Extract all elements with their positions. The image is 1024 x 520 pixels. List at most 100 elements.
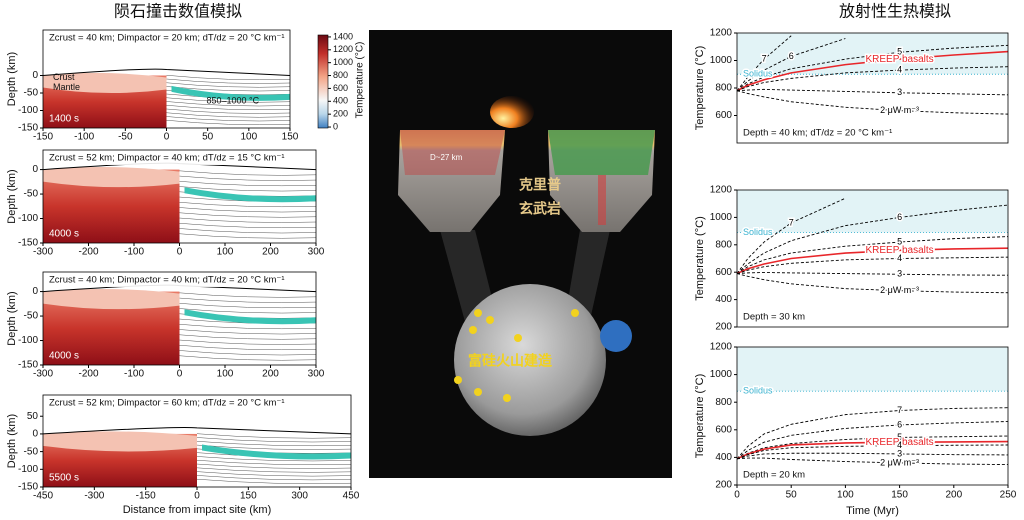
- y-tick-label: 1000: [710, 369, 733, 380]
- series-line: [737, 457, 1008, 466]
- flow-line: [179, 233, 316, 239]
- x-tick-label: -100: [124, 369, 144, 380]
- flow-line: [179, 334, 316, 340]
- flow-line: [166, 112, 290, 118]
- x-tick-label: -200: [78, 369, 98, 380]
- series-line: [737, 204, 1008, 274]
- isotherm-band: [184, 187, 316, 203]
- y-tick-label: -100: [18, 464, 38, 475]
- plot-area: [737, 33, 1008, 115]
- x-tick-label: -100: [74, 132, 94, 143]
- x-tick-label: 100: [837, 490, 854, 501]
- series-label: 3: [897, 448, 902, 458]
- series-line: [737, 256, 1008, 274]
- x-tick-label: -300: [33, 369, 53, 380]
- y-tick-label: -150: [18, 482, 38, 493]
- y-tick-label: 800: [715, 239, 732, 250]
- colorbar-tick-label: 1400: [333, 31, 353, 41]
- flow-line: [166, 116, 290, 122]
- x-tick-label: 200: [262, 369, 279, 380]
- light-cone: [565, 230, 610, 320]
- time-label: 4000 s: [49, 351, 79, 362]
- x-tick-label: 0: [177, 369, 183, 380]
- y-tick-label: -50: [24, 446, 39, 457]
- x-axis-label: Time (Myr): [846, 505, 899, 517]
- series-label: 7: [762, 54, 767, 64]
- flow-line: [179, 345, 316, 351]
- flow-line: [196, 467, 351, 473]
- x-tick-label: -200: [78, 247, 98, 258]
- y-tick-label: 200: [715, 480, 732, 491]
- y-tick-label: -100: [18, 335, 38, 346]
- isotherm-band: [202, 444, 351, 460]
- y-axis-label: Depth (km): [6, 169, 18, 223]
- colorbar-label: Temperature (°C): [355, 42, 366, 119]
- flow-line: [166, 108, 290, 114]
- series-label: 7: [789, 217, 794, 227]
- x-tick-label: 250: [1000, 490, 1017, 501]
- flow-line: [166, 120, 290, 125]
- series-line: [737, 407, 1008, 460]
- simulation-field: [43, 30, 290, 128]
- flow-line: [166, 82, 290, 88]
- flow-line: [179, 308, 316, 314]
- series-label: 2 μW m⁻³: [880, 105, 919, 115]
- caption: Zcrust = 52 km; Dimpactor = 60 km; dT/dz…: [49, 398, 285, 409]
- y-tick-label: 0: [32, 429, 38, 440]
- crust-block: [398, 130, 505, 232]
- supersolidus-region: [737, 33, 1008, 75]
- x-tick-label: 0: [194, 491, 200, 502]
- series-line: [737, 50, 1008, 92]
- flow-line: [179, 175, 316, 181]
- series-label: 4: [897, 440, 902, 450]
- flow-line: [166, 75, 290, 80]
- y-tick-label: -150: [18, 238, 38, 249]
- x-tick-label: 100: [217, 369, 234, 380]
- left-title: 陨石撞击数值模拟: [114, 2, 242, 21]
- flow-line: [179, 223, 316, 229]
- y-tick-label: 1200: [710, 342, 733, 353]
- series-label: 3: [897, 87, 902, 97]
- y-tick-label: -100: [18, 213, 38, 224]
- annotation: 850–1000 °C: [207, 95, 260, 105]
- site-pins: [454, 309, 579, 402]
- y-axis-label: Depth (km): [6, 291, 18, 345]
- caption: Zcrust = 40 km; Dimpactor = 40 km; dT/dz…: [49, 275, 285, 286]
- flow-line: [166, 105, 290, 110]
- crust-layer: [43, 72, 167, 94]
- x-tick-label: 100: [217, 247, 234, 258]
- flow-line: [179, 202, 316, 208]
- series-label: 5: [897, 236, 902, 246]
- colorbar-tick-label: 200: [333, 109, 348, 119]
- series-label: Solidus: [743, 227, 773, 237]
- dike: [598, 175, 606, 225]
- flow-line: [166, 78, 290, 84]
- flow-line: [179, 292, 316, 298]
- flow-line: [179, 228, 316, 234]
- flow-line: [179, 207, 316, 213]
- series-label: 2 μW m⁻³: [880, 457, 919, 467]
- crust-layer: [43, 431, 197, 452]
- y-tick-label: 0: [32, 164, 38, 175]
- flow-line: [196, 456, 351, 462]
- y-tick-label: -50: [24, 189, 39, 200]
- supersolidus-region: [737, 347, 1008, 392]
- flow-line: [166, 97, 290, 103]
- caption-background: [44, 273, 315, 287]
- flow-line: [179, 297, 316, 303]
- right-title: 放射性生热模拟: [839, 2, 951, 21]
- y-tick-label: 800: [715, 83, 732, 94]
- crust-layer: [43, 289, 180, 310]
- annotation: Depth = 20 km: [743, 470, 805, 481]
- x-tick-label: 450: [343, 491, 360, 502]
- x-tick-label: -300: [84, 491, 104, 502]
- x-tick-label: 300: [308, 369, 325, 380]
- y-tick-label: 0: [32, 70, 38, 81]
- annotation: Depth = 40 km; dT/dz = 20 °C km⁻¹: [743, 128, 892, 139]
- y-tick-label: 200: [715, 322, 732, 333]
- flow-line: [179, 339, 316, 345]
- flow-line: [196, 444, 351, 450]
- annotation: Mantle: [53, 82, 80, 92]
- y-tick-label: 400: [715, 452, 732, 463]
- y-tick-label: -50: [24, 88, 39, 99]
